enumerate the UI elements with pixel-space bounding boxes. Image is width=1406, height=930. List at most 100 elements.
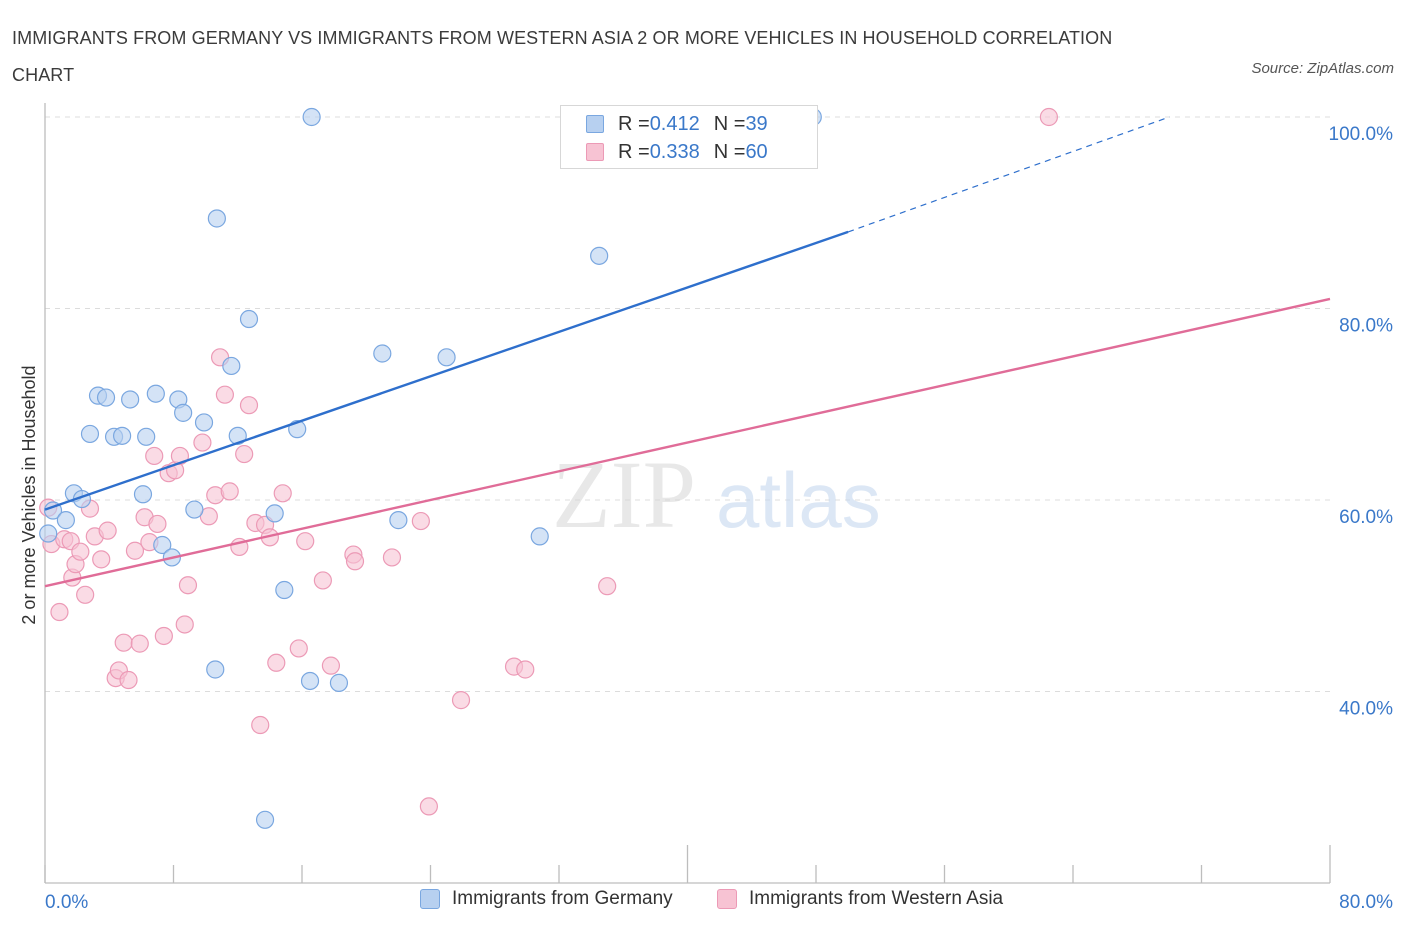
y-tick-label: 60.0%	[1339, 507, 1393, 528]
y-tick-label: 100.0%	[1329, 124, 1394, 145]
western-asia-point	[516, 660, 535, 679]
germany-point	[228, 426, 247, 445]
x-tick-label: 80.0%	[1339, 892, 1393, 913]
source-label: Source: ZipAtlas.com	[1251, 60, 1394, 77]
germany-point	[185, 500, 204, 519]
labels-layer: 40.0% 60.0% 80.0% 100.0% 0.0% 80.0% 2 or more …	[19, 124, 1393, 913]
germany-point	[329, 673, 349, 692]
germany-point	[275, 580, 294, 600]
western-asia-point	[178, 576, 198, 595]
y-tick-label: 80.0%	[1339, 316, 1393, 337]
germany-point	[80, 424, 100, 444]
western-asia-point	[145, 446, 164, 466]
r-value: 0.338	[649, 140, 700, 163]
watermark-zip: ZIP	[552, 441, 696, 548]
germany-point	[194, 413, 214, 432]
western-asia-point	[71, 542, 90, 561]
watermark-atlas: atlas	[716, 456, 881, 544]
germany-point	[207, 209, 226, 228]
r-label: R =	[618, 140, 650, 163]
western-asia-point	[92, 550, 111, 569]
grid-layer	[45, 116, 1330, 692]
western-asia-point	[154, 626, 173, 646]
y-tick-label: 40.0%	[1339, 699, 1393, 720]
n-value: 60	[745, 140, 768, 163]
germany-point	[222, 356, 241, 376]
germany-point	[255, 810, 275, 829]
western-asia-point	[451, 691, 471, 710]
germany-point	[389, 511, 408, 530]
legend-label-germany: Immigrants from Germany	[452, 888, 673, 909]
stats-legend: R = 0.412 N = 39 R = 0.338 N = 60	[560, 105, 818, 169]
western-asia-point	[419, 797, 438, 816]
germany-point	[146, 384, 165, 403]
western-asia-point	[239, 396, 259, 415]
western-asia-point	[382, 548, 402, 567]
x-tick-label: 0.0%	[45, 892, 88, 913]
western-asia-point	[125, 541, 145, 560]
western-asia-point	[313, 571, 332, 590]
western-asia-point	[1039, 107, 1059, 127]
legend-item-western-asia[interactable]: Immigrants from Western Asia	[717, 888, 1003, 910]
western-asia-point	[114, 633, 133, 652]
germany-point	[590, 246, 609, 265]
germany-trend-line	[44, 230, 849, 511]
western-asia-point	[193, 433, 212, 452]
watermark: ZIP atlas	[552, 441, 881, 548]
germany-point	[112, 426, 132, 445]
germany-legend-swatch	[420, 889, 440, 909]
western-asia-point	[345, 552, 365, 571]
western-asia-legend-swatch	[717, 889, 737, 909]
germany-trend-extension	[847, 116, 1170, 233]
western-asia-point	[76, 585, 95, 604]
western-asia-point	[411, 511, 430, 531]
n-label: N =	[713, 140, 746, 163]
germany-point	[530, 527, 549, 546]
western-asia-point	[321, 656, 341, 675]
western-asia-point	[215, 385, 234, 404]
western-asia-point	[119, 670, 138, 690]
germany-point	[121, 390, 140, 409]
germany-point	[437, 348, 456, 367]
western-asia-point	[130, 634, 149, 653]
legend-item-germany[interactable]: Immigrants from Germany	[420, 888, 673, 910]
western-asia-point	[220, 482, 239, 501]
trend-layer	[44, 116, 1331, 588]
western-asia-point	[98, 521, 117, 540]
western-asia-point	[175, 615, 194, 634]
germany-swatch	[586, 115, 604, 133]
western-asia-point	[273, 484, 292, 503]
western-asia-point	[267, 653, 286, 672]
germany-point	[206, 660, 225, 679]
n-value: 39	[745, 112, 768, 135]
western-asia-point	[289, 639, 308, 658]
stats-legend-row-germany: R = 0.412 N = 39	[586, 111, 768, 137]
germany-point	[174, 403, 193, 422]
western-asia-trend-line	[44, 297, 1331, 588]
n-label: N =	[713, 112, 746, 135]
points-layer	[39, 107, 1059, 829]
axes-layer	[44, 103, 1331, 884]
stats-legend-row-western-asia: R = 0.338 N = 60	[586, 139, 768, 165]
western-asia-swatch	[586, 143, 604, 161]
y-axis-label: 2 or more Vehicles in Household	[19, 365, 39, 624]
germany-point	[133, 485, 153, 504]
western-asia-point	[50, 602, 69, 622]
chart-title: IMMIGRANTS FROM GERMANY VS IMMIGRANTS FR…	[12, 28, 1113, 85]
germany-point	[239, 309, 259, 329]
western-asia-point	[251, 715, 270, 735]
germany-point	[302, 107, 321, 127]
germany-point	[373, 344, 392, 363]
germany-point	[153, 535, 172, 555]
germany-point	[56, 511, 75, 530]
legend-label-western-asia: Immigrants from Western Asia	[749, 888, 1004, 909]
western-asia-point	[148, 514, 167, 534]
germany-point	[265, 504, 284, 523]
western-asia-point	[296, 532, 315, 551]
germany-point	[300, 671, 320, 691]
germany-point	[137, 427, 156, 446]
r-value: 0.412	[649, 112, 700, 135]
r-label: R =	[618, 112, 650, 135]
western-asia-point	[598, 577, 617, 596]
